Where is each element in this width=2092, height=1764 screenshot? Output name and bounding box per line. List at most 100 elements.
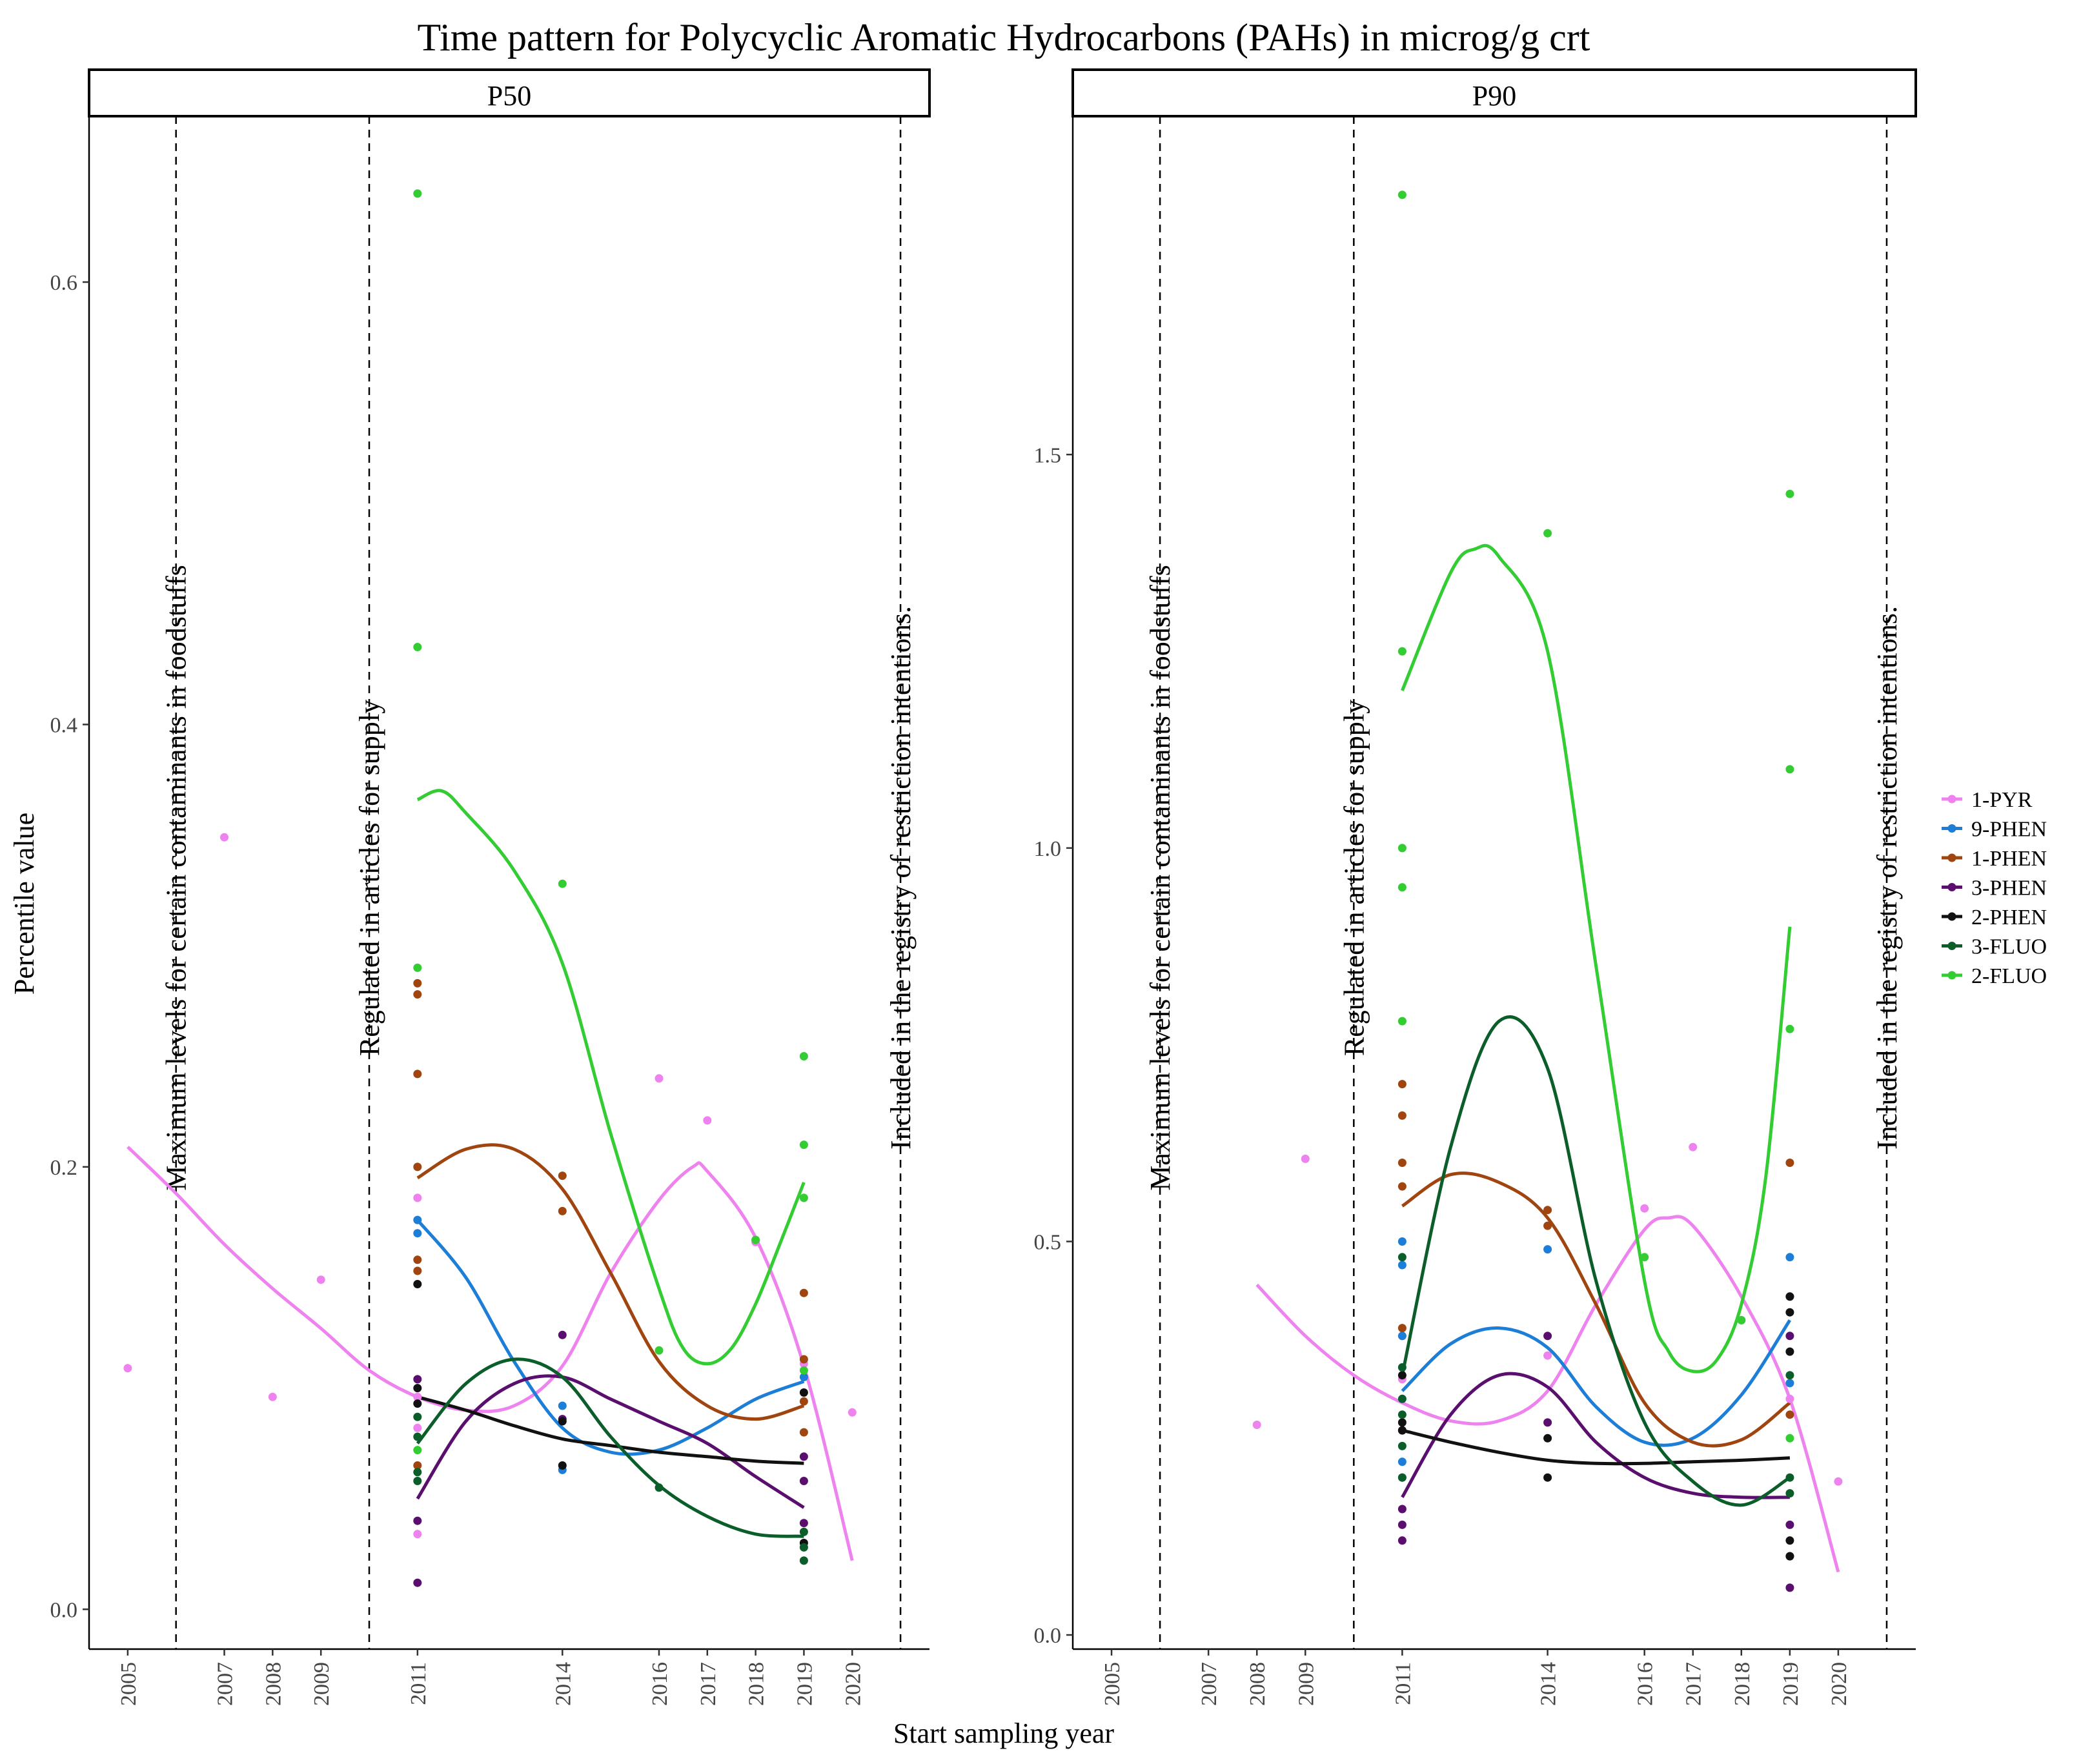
data-point-3-phen: [1543, 1332, 1552, 1341]
data-point-2-fluo: [1737, 1315, 1746, 1324]
legend: 1-PYR 9-PHEN 1-PHEN 3-PHEN 2-PHEN 3-FLUO 2-FLU…: [1942, 788, 2047, 988]
data-point-2-fluo: [751, 1235, 760, 1244]
data-point-1-pyr: [1301, 1154, 1310, 1163]
data-point-2-phen: [1397, 1371, 1407, 1380]
x-tick-label: 2005: [117, 1662, 141, 1706]
data-point-1-pyr: [1252, 1421, 1261, 1429]
x-tick-label: 2009: [310, 1662, 334, 1706]
y-tick-label: 0.6: [50, 271, 78, 295]
data-point-3-phen: [1397, 1505, 1407, 1514]
data-point-3-fluo: [1397, 1363, 1407, 1372]
data-point-1-phen: [1397, 1111, 1407, 1120]
data-point-1-pyr: [848, 1408, 857, 1417]
data-point-2-phen: [1543, 1434, 1552, 1443]
reference-line-label: Included in the registry of restriction …: [1871, 606, 1903, 1150]
legend-label: 2-FLUO: [1971, 964, 2047, 988]
legend-item-2-phen: 2-PHEN: [1942, 906, 2047, 929]
panel-p90: P90 0.0 0.5 1.0 1.5 2005 2007 2008 2009 2011 2014 2…: [1034, 68, 1917, 1706]
legend-item-1-phen: 1-PHEN: [1942, 847, 2047, 871]
data-point-1-phen: [558, 1171, 567, 1181]
data-point-1-pyr: [1689, 1142, 1698, 1151]
strip-label: P90: [1472, 80, 1516, 112]
x-tick-label: 2017: [696, 1662, 720, 1706]
data-point-3-fluo: [1397, 1473, 1407, 1482]
x-tick-label: 2008: [261, 1662, 285, 1706]
data-point-3-phen: [1785, 1332, 1794, 1341]
data-point-2-fluo: [413, 1446, 422, 1455]
x-tick-label: 2020: [841, 1662, 865, 1706]
data-point-2-phen: [413, 1384, 422, 1393]
data-point-3-fluo: [799, 1527, 808, 1536]
legend-item-9-phen: 9-PHEN: [1942, 818, 2047, 842]
data-point-2-fluo: [413, 963, 422, 972]
data-point-1-phen: [1785, 1159, 1794, 1167]
trend-line-1-phen: [416, 1143, 805, 1421]
x-tick-label: 2019: [1779, 1662, 1803, 1706]
data-point-2-fluo: [799, 1366, 808, 1375]
data-point-2-phen: [413, 1399, 422, 1408]
reference-line-label: Regulated in articles for supply: [354, 700, 385, 1056]
legend-key-point: [1947, 883, 1956, 891]
data-point-1-pyr: [220, 833, 228, 842]
data-point-1-pyr: [123, 1364, 132, 1373]
data-point-2-phen: [799, 1388, 808, 1397]
data-point-3-phen: [1397, 1520, 1407, 1529]
data-point-1-phen: [1397, 1080, 1407, 1089]
data-point-3-phen: [1785, 1520, 1794, 1529]
data-point-3-fluo: [413, 1412, 422, 1421]
trend-line-2-fluo: [416, 789, 806, 1366]
data-point-2-fluo: [1397, 190, 1407, 199]
data-point-3-fluo: [413, 1432, 422, 1441]
data-point-9-phen: [1397, 1261, 1407, 1270]
data-point-2-phen: [1785, 1552, 1794, 1561]
data-point-3-fluo: [799, 1556, 808, 1565]
data-point-1-pyr: [655, 1074, 664, 1083]
trend-line-2-fluo: [1401, 543, 1792, 1374]
data-point-1-phen: [1543, 1221, 1552, 1230]
data-point-2-phen: [1785, 1308, 1794, 1317]
data-point-1-pyr: [1640, 1204, 1649, 1213]
reference-line-label: Regulated in articles for supply: [1338, 700, 1370, 1056]
panel-strip: [1071, 68, 1917, 117]
data-point-9-phen: [413, 1215, 422, 1224]
x-tick-label: 2005: [1101, 1662, 1124, 1706]
data-point-2-fluo: [1397, 844, 1407, 853]
data-point-1-pyr: [1543, 1351, 1552, 1360]
legend-key-point: [1947, 824, 1956, 833]
data-point-3-phen: [1397, 1536, 1407, 1545]
data-point-9-phen: [558, 1401, 567, 1410]
data-point-3-fluo: [413, 1468, 422, 1477]
trend-line-1-phen: [1401, 1171, 1791, 1448]
trend-line-9-phen: [1401, 1319, 1791, 1447]
y-tick-label: 0.0: [50, 1598, 78, 1622]
data-point-2-fluo: [1397, 883, 1407, 892]
panel-p50: P50 0.0 0.2 0.4 0.6 2005 2007 2008 2009 2011 2014 2…: [50, 68, 931, 1706]
data-point-3-phen: [558, 1330, 567, 1339]
data-point-2-fluo: [1785, 765, 1794, 774]
y-tick-label: 0.5: [1034, 1230, 1062, 1254]
data-point-3-phen: [413, 1516, 422, 1525]
data-point-1-phen: [413, 1461, 422, 1470]
data-point-3-phen: [413, 1578, 422, 1587]
trend-line-9-phen: [416, 1219, 805, 1456]
data-point-3-fluo: [1397, 1394, 1407, 1403]
data-point-3-phen: [1543, 1418, 1552, 1427]
x-tick-label: 2007: [1197, 1662, 1221, 1706]
trend-line-3-phen: [1401, 1372, 1790, 1499]
y-axis-title: Percentile value: [8, 813, 40, 995]
data-point-2-fluo: [413, 643, 422, 651]
data-point-3-phen: [799, 1452, 808, 1461]
data-point-2-phen: [1397, 1418, 1407, 1427]
data-point-2-phen: [558, 1417, 567, 1426]
data-point-1-phen: [1543, 1206, 1552, 1215]
data-point-3-fluo: [1397, 1441, 1407, 1450]
legend-key-point: [1947, 971, 1956, 980]
data-point-2-phen: [1785, 1292, 1794, 1301]
x-tick-label: 2014: [551, 1662, 575, 1706]
data-point-2-phen: [558, 1461, 567, 1470]
data-point-1-pyr: [1834, 1477, 1843, 1486]
legend-label: 3-PHEN: [1971, 877, 2047, 900]
y-tick-label: 0.2: [50, 1156, 78, 1180]
data-point-1-pyr: [703, 1116, 712, 1125]
data-point-1-phen: [799, 1428, 808, 1437]
